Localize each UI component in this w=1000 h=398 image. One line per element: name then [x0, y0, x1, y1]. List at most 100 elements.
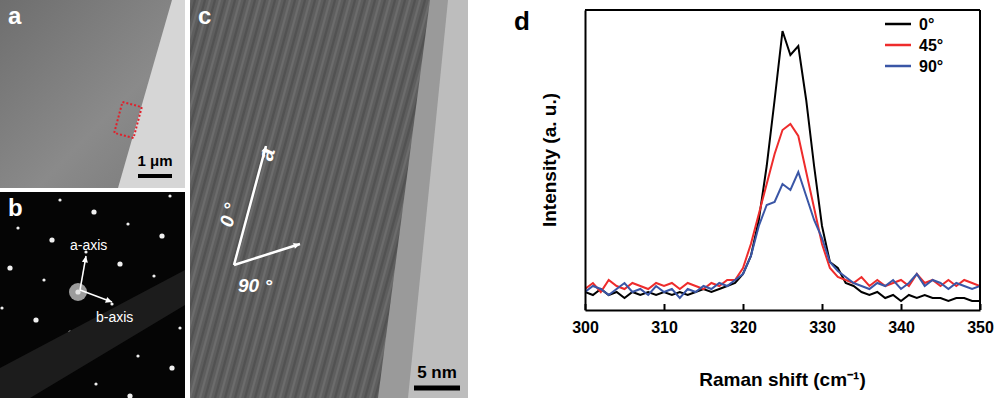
legend-label: 0° — [919, 16, 934, 33]
image-background — [190, 0, 468, 398]
lattice-fringe — [250, 0, 360, 398]
arrow-head — [293, 243, 300, 249]
diffraction-spot — [127, 393, 132, 398]
x-tick-mark — [822, 304, 824, 310]
series-line — [585, 124, 980, 292]
x-tick-label: 300 — [572, 319, 599, 336]
x-tick-label: 310 — [651, 319, 678, 336]
x-tick-label: 320 — [730, 319, 757, 336]
image-background — [0, 0, 185, 188]
panel-label: d — [514, 6, 530, 36]
series-line — [585, 31, 980, 301]
panel-label: c — [198, 2, 211, 29]
legend-label: 45° — [919, 37, 943, 54]
axis-annotation: b-axis — [96, 309, 133, 325]
x-tick-label: 340 — [888, 319, 915, 336]
diffraction-spot — [91, 209, 96, 214]
diffraction-spot — [117, 261, 122, 266]
chart: 300 310 320 330 340 350 Raman shift (cm⁻¹) Inte… — [514, 6, 994, 390]
image-edge — [118, 0, 185, 188]
x-axis-line — [586, 310, 981, 312]
lattice-fringe — [265, 0, 375, 398]
x-tick: 330 — [809, 304, 836, 336]
lattice-fringe — [200, 0, 310, 398]
scale-bar — [138, 174, 172, 178]
panel-c: a 0 ° 90 ° 5 nm c — [0, 0, 785, 398]
lattice-fringe — [285, 0, 395, 398]
diffraction-spot — [168, 194, 171, 197]
diffraction-spot — [42, 278, 45, 281]
lattice-fringe — [190, 0, 300, 398]
series-line — [585, 172, 980, 298]
lattice-fringe — [225, 0, 335, 398]
lattice-fringe — [260, 0, 370, 398]
lattice-fringe — [195, 0, 305, 398]
x-tick-mark — [664, 304, 666, 310]
lattice-fringe — [360, 0, 468, 398]
x-tick-mark — [901, 304, 903, 310]
diffraction-spot — [178, 326, 181, 329]
amorphous-edge — [378, 0, 468, 398]
arrow-head — [82, 256, 88, 263]
x-axis-title: Raman shift (cm⁻¹) — [699, 369, 865, 390]
lattice-fringe — [275, 0, 385, 398]
lattice-fringe — [375, 0, 468, 398]
diffraction-spot — [16, 226, 19, 229]
lattice-fringe — [240, 0, 350, 398]
angle-annotation: 0 ° — [216, 201, 242, 229]
panel-a: a1 μm — [0, 0, 185, 188]
lattice-fringe — [255, 0, 365, 398]
diffraction-spot — [58, 198, 61, 201]
lattice-fringe — [220, 0, 330, 398]
x-tick-label: 350 — [967, 319, 994, 336]
x-tick-mark — [743, 304, 745, 310]
lattice-fringe — [205, 0, 315, 398]
diffraction-spot — [94, 382, 97, 385]
axis-annotation: a — [253, 145, 280, 163]
scale-bar-label: 5 nm — [417, 363, 457, 382]
angle-annotation: 90 ° — [238, 275, 272, 296]
legend: 0° 45° 90° — [885, 16, 943, 75]
diffraction-spot — [169, 365, 174, 370]
diffraction-spot — [159, 233, 164, 238]
diffraction-spot — [7, 265, 12, 270]
legend-swatch — [885, 44, 911, 47]
panel-label: b — [8, 194, 23, 221]
legend-label: 90° — [919, 58, 943, 75]
lattice-fringe — [215, 0, 325, 398]
beam-stop — [0, 262, 185, 398]
lattice-fringe — [245, 0, 355, 398]
x-axis: 300 310 320 330 340 350 — [572, 304, 994, 336]
region-marker — [114, 102, 142, 138]
arrow-line — [234, 244, 300, 265]
diffraction-spot — [49, 237, 54, 242]
legend-swatch — [885, 23, 911, 26]
frame-right — [979, 10, 981, 310]
diffraction-spot — [152, 274, 155, 277]
diffraction-spot — [110, 302, 113, 305]
scale-bar-label: 1 μm — [137, 152, 172, 169]
legend-swatch — [885, 65, 911, 68]
lattice-fringe — [210, 0, 320, 398]
plot-area — [585, 31, 980, 301]
y-axis — [585, 11, 586, 311]
scale-bar — [414, 386, 460, 391]
diffraction-spot — [0, 306, 3, 309]
arrow-line — [234, 146, 266, 265]
arrow-head — [105, 297, 112, 303]
lattice-fringe — [235, 0, 345, 398]
arrow-line — [80, 290, 112, 302]
x-tick-label: 330 — [809, 319, 836, 336]
diffraction-spot — [33, 317, 38, 322]
figure: a1 μm a-axis b-axis b a 0 ° 90 ° 5 nm c 300 310 320… — [0, 0, 1000, 398]
frame-top — [585, 9, 980, 11]
x-tick: 340 — [888, 304, 915, 336]
axis-annotation: a-axis — [70, 237, 107, 253]
diffraction-spot — [126, 222, 129, 225]
lattice-fringe — [370, 0, 468, 398]
y-axis-line — [585, 11, 587, 311]
lattice-fringe — [365, 0, 468, 398]
x-tick: 310 — [651, 304, 678, 336]
y-axis-title: Intensity (a. u.) — [539, 93, 560, 227]
vacuum-region — [408, 0, 468, 398]
